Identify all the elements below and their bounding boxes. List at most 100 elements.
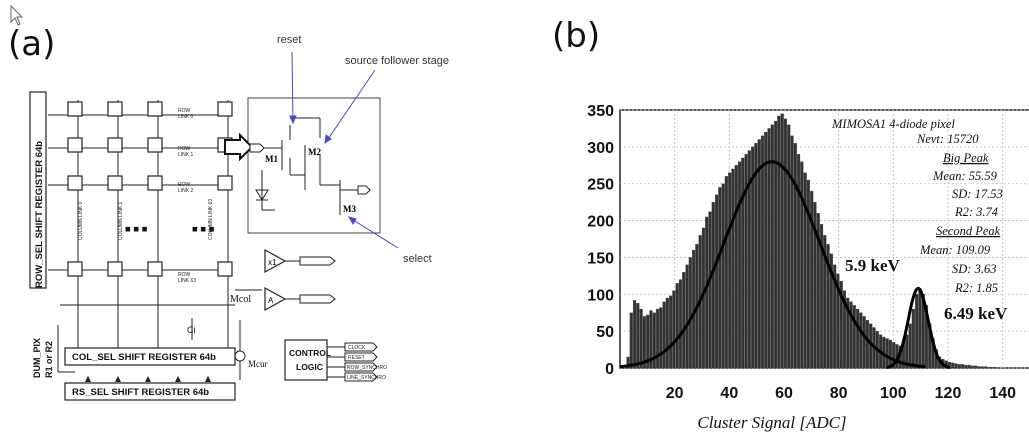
- histogram-bar: [708, 211, 712, 369]
- column-out-port: [357, 185, 371, 195]
- histogram-bar: [800, 161, 804, 369]
- histogram-bar: [731, 168, 735, 369]
- dum-pix-label: DUM_PIX: [32, 338, 42, 378]
- histogram-bar: [669, 295, 673, 369]
- histogram-bar: [892, 342, 896, 369]
- y-tick-label: 0: [605, 361, 614, 378]
- histogram-bar: [728, 172, 732, 369]
- histogram-bar: [803, 172, 807, 369]
- stats-sd1: SD: 17.53: [952, 187, 1003, 201]
- m1-label: M1: [265, 154, 278, 164]
- histogram-bar: [888, 339, 892, 369]
- histogram-bar: [852, 305, 856, 369]
- histogram-bar: [724, 176, 728, 369]
- amp-x1-label: x1: [268, 258, 277, 267]
- source-follower-label: source follower stage: [345, 55, 449, 67]
- histogram-bar: [911, 308, 915, 369]
- dots-middle: ■ ■ ■: [192, 224, 215, 235]
- x-tick-label: 140: [989, 385, 1016, 402]
- histogram-bar: [810, 190, 814, 369]
- histogram-bar: [856, 308, 860, 369]
- histogram-bar: [662, 301, 666, 369]
- svg-text:LINK 2: LINK 2: [178, 188, 194, 194]
- svg-text:ROW: ROW: [178, 182, 191, 188]
- histogram-bar: [918, 288, 922, 369]
- histogram-bar: [823, 235, 827, 369]
- histogram-bar: [983, 366, 988, 369]
- histogram-bar: [655, 308, 660, 369]
- y-tick-label: 300: [587, 140, 614, 157]
- x-tick-label: 40: [720, 385, 738, 402]
- histogram-bar: [721, 183, 725, 369]
- histogram-bar: [829, 253, 833, 369]
- histogram-bar: [908, 323, 912, 369]
- svg-text:LINK 1: LINK 1: [178, 152, 194, 158]
- kev-label-1: 5.9 keV: [845, 256, 901, 275]
- amplifier-a: [264, 286, 287, 312]
- svg-text:ROW: ROW: [178, 108, 191, 114]
- x-tick-label: 100: [880, 385, 907, 402]
- histogram-bar: [744, 154, 748, 369]
- gaussian-fit-curve: [619, 160, 926, 369]
- histogram-bar: [688, 257, 692, 369]
- stats-mean2: Mean: 109.09: [919, 243, 991, 257]
- select-label: select: [403, 253, 432, 265]
- zoom-arrow-icon: [224, 132, 254, 162]
- histogram-bar: [754, 143, 758, 369]
- histogram-bar: [787, 124, 791, 369]
- histogram-bar: [639, 308, 643, 369]
- histogram-bar: [865, 319, 870, 369]
- reset-signal: RESET: [348, 355, 365, 361]
- stats-sd2: SD: 3.63: [952, 262, 996, 276]
- histogram-bar: [777, 115, 781, 369]
- out-analog-1: [299, 256, 336, 266]
- panel-label-b: (b): [552, 16, 601, 56]
- histogram-bar: [646, 314, 650, 369]
- svg-text:LINK 0: LINK 0: [178, 114, 194, 120]
- histogram-bar: [905, 334, 909, 369]
- histogram-bar: [980, 366, 984, 369]
- current-source-icon: [234, 350, 246, 362]
- y-tick-label: 250: [587, 177, 614, 194]
- amplifier-x1: [264, 248, 287, 274]
- row-shift-register-label: ROW_SEL SHIFT REGISTER 64b: [34, 141, 45, 288]
- x-tick-label: 80: [830, 385, 848, 402]
- histogram-bar: [649, 310, 653, 369]
- histogram-bar: [636, 302, 640, 369]
- rs-in-port: [249, 143, 265, 153]
- histogram-bar: [833, 264, 837, 369]
- mcol-label: Mcol: [230, 294, 251, 305]
- kev-label-2: 6.49 keV: [944, 304, 1008, 323]
- histogram-bar: [842, 290, 847, 369]
- y-tick-label: 200: [587, 214, 614, 231]
- x-tick-label: 60: [775, 385, 793, 402]
- x-axis-label: Cluster Signal [ADC]: [697, 413, 846, 432]
- y-tick-labels: 0 50 100 150 200 250 300 350: [587, 103, 614, 378]
- col-shift-register: [64, 347, 236, 366]
- histogram-bar: [990, 367, 994, 369]
- histogram-bar: [796, 154, 801, 369]
- y-tick-label: 150: [587, 250, 614, 267]
- histogram-bar: [747, 150, 751, 369]
- diode-icon: [255, 189, 269, 201]
- histogram-bar: [806, 179, 810, 369]
- clock-signal: CLOCK: [348, 345, 366, 351]
- histogram-bars: [626, 113, 997, 369]
- histogram-bar: [954, 363, 958, 369]
- histogram-bar: [737, 161, 742, 369]
- gaussian-fits: [619, 160, 951, 369]
- histogram-bar: [816, 213, 820, 369]
- row-shift-register: [29, 91, 47, 289]
- histogram-bar: [714, 194, 719, 369]
- out-analog-2: [299, 294, 336, 304]
- logic-label: LOGIC: [296, 362, 323, 372]
- stats-big-peak: Big Peak: [943, 151, 989, 165]
- histogram-bar: [987, 367, 991, 369]
- svg-text:COLUMN LINK 0: COLUMN LINK 0: [78, 201, 84, 240]
- histogram-bar: [859, 312, 863, 369]
- y-tick-label: 100: [587, 287, 614, 304]
- histogram-bar: [993, 367, 997, 369]
- control-label: CONTROL: [289, 348, 331, 358]
- histogram-bar: [951, 362, 955, 369]
